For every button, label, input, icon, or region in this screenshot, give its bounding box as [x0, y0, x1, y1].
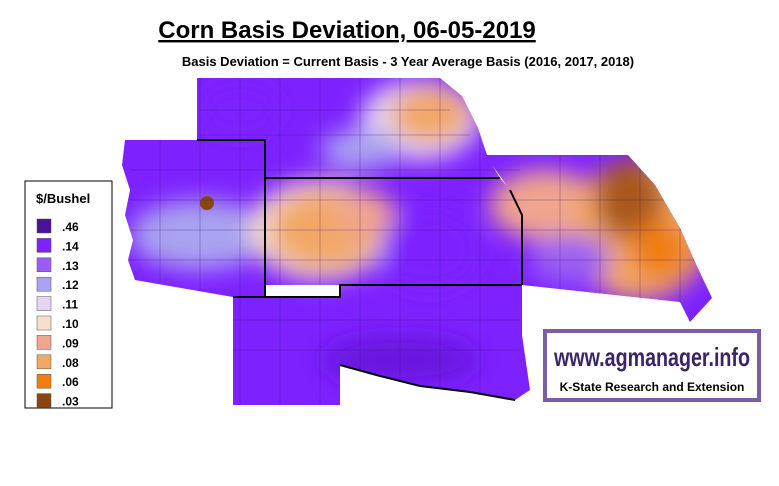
legend-label: .46	[62, 220, 79, 234]
legend-swatch	[36, 354, 52, 370]
branding-url: www.agmanager.info	[553, 342, 750, 372]
legend-label: .09	[62, 336, 79, 350]
legend-label: .14	[62, 239, 79, 253]
legend-label: .06	[62, 375, 79, 389]
branding-org: K-State Research and Extension	[560, 380, 745, 394]
branding-box	[543, 329, 761, 402]
legend-swatch	[36, 276, 52, 292]
legend-swatch	[36, 257, 52, 273]
state-borders	[197, 139, 523, 401]
legend-swatch	[36, 296, 52, 311]
legend-label: .08	[62, 356, 79, 370]
map-title: Corn Basis Deviation, 06-05-2019	[158, 17, 536, 44]
legend-swatch	[36, 335, 52, 350]
legend-swatch	[36, 218, 52, 234]
legend-swatch	[36, 315, 52, 331]
legend-swatch	[36, 393, 52, 408]
legend-label: .03	[62, 395, 79, 409]
legend-label: .10	[62, 317, 79, 331]
legend-swatch	[36, 373, 52, 389]
legend-swatch	[36, 238, 52, 253]
legend-label: .12	[62, 278, 79, 292]
legend-label: .13	[62, 259, 79, 273]
map-subtitle: Basis Deviation = Current Basis - 3 Year…	[182, 54, 634, 69]
legend-label: .11	[62, 298, 78, 312]
legend-items: .46 .14 .13 .12 .11 .10 .09 .08 .06 .03	[36, 218, 79, 409]
legend-title: $/Bushel	[36, 191, 90, 206]
